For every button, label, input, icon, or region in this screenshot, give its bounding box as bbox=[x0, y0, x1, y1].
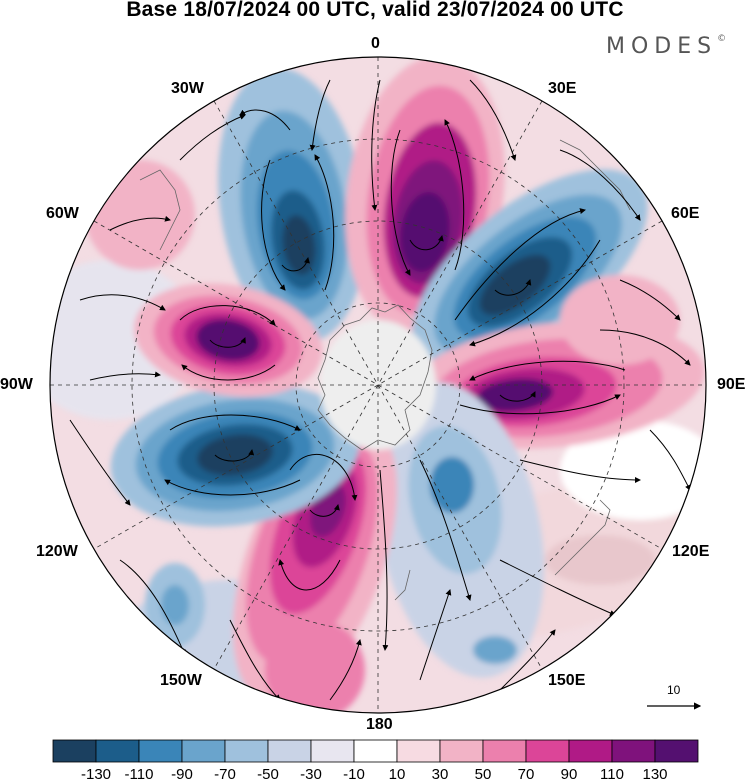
colorbar-swatch bbox=[267, 739, 312, 763]
colorbar-tick-label: 90 bbox=[560, 766, 578, 783]
colorbar-swatch bbox=[482, 739, 527, 763]
colorbar-swatch bbox=[611, 739, 656, 763]
colorbar-tick-label: 10 bbox=[388, 766, 406, 783]
lon-label-150e: 150E bbox=[548, 672, 586, 689]
colorbar-swatch bbox=[353, 739, 398, 763]
brand-text: MODES bbox=[606, 34, 718, 59]
coastlines bbox=[139, 139, 631, 601]
colorbar-swatch bbox=[525, 739, 570, 763]
colorbar-tick-label: -30 bbox=[300, 766, 322, 783]
lon-label-90e: 90E bbox=[717, 376, 746, 393]
lon-label-120w: 120W bbox=[36, 543, 78, 560]
modes-logo: MODES© bbox=[606, 34, 726, 59]
reference-vector-label: 10 bbox=[667, 683, 681, 697]
colorbar-tick-label: 50 bbox=[474, 766, 492, 783]
colorbar-swatch bbox=[52, 739, 97, 763]
graticule bbox=[50, 57, 706, 713]
wind-vectors bbox=[69, 79, 691, 701]
colorbar-swatch bbox=[138, 739, 183, 763]
colorbar-swatch bbox=[181, 739, 226, 763]
colorbar-swatch bbox=[654, 739, 699, 763]
colorbar-tick-label: 70 bbox=[517, 766, 535, 783]
map-boundary bbox=[49, 56, 707, 714]
colorbar-tick-label: 110 bbox=[600, 766, 624, 783]
anomaly-field bbox=[50, 57, 706, 713]
colorbar-swatch bbox=[439, 739, 484, 763]
colorbar-tick-label: -90 bbox=[171, 766, 193, 783]
colorbar-tick-label: -130 bbox=[80, 766, 112, 783]
lon-label-90w: 90W bbox=[0, 376, 33, 393]
colorbar-tick-label: -110 bbox=[124, 766, 154, 783]
lon-label-60e: 60E bbox=[671, 205, 700, 222]
lon-label-60w: 60W bbox=[46, 205, 79, 222]
lon-label-180: 180 bbox=[366, 716, 393, 733]
map-title: Base 18/07/2024 00 UTC, valid 23/07/2024… bbox=[126, 0, 624, 21]
colorbar-tick-label: -50 bbox=[257, 766, 279, 783]
lon-label-0: 0 bbox=[371, 35, 380, 52]
colorbar-swatch bbox=[95, 739, 140, 763]
colorbar-tick-label: -10 bbox=[343, 766, 365, 783]
colorbar-swatch bbox=[310, 739, 355, 763]
brand-mark: © bbox=[717, 33, 727, 44]
colorbar-tick-label: -70 bbox=[214, 766, 236, 783]
colorbar-tick-label: 130 bbox=[642, 766, 668, 783]
colorbar-swatch bbox=[224, 739, 269, 763]
colorbar-swatch bbox=[396, 739, 441, 763]
lon-label-120e: 120E bbox=[672, 543, 710, 560]
colorbar-tick-label: 30 bbox=[431, 766, 449, 783]
colorbar bbox=[52, 739, 699, 763]
colorbar-swatch bbox=[568, 739, 613, 763]
lon-label-30w: 30W bbox=[171, 80, 204, 97]
lon-label-30e: 30E bbox=[548, 80, 577, 97]
lon-label-150w: 150W bbox=[160, 672, 202, 689]
